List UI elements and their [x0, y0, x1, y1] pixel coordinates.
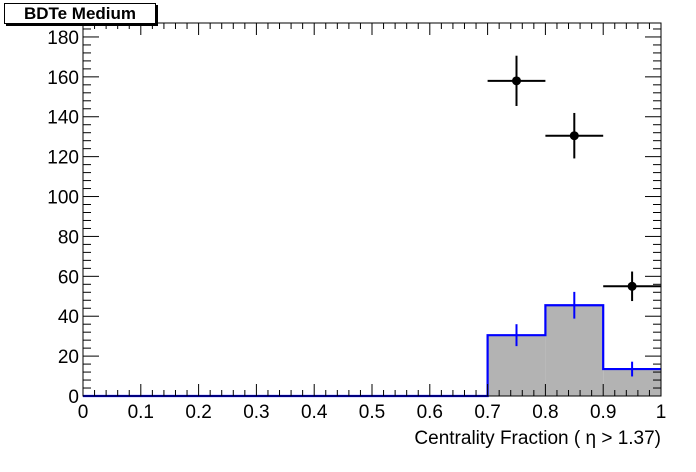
axis-ticks — [82, 23, 662, 397]
y-tick-label: 180 — [47, 28, 79, 49]
x-tick-label: 0.6 — [417, 402, 443, 423]
y-tick-label: 80 — [58, 227, 79, 248]
x-tick-label: 0.4 — [301, 402, 328, 423]
y-tick-label: 0 — [68, 387, 79, 408]
tick-labels: 0 0.1 0.2 0.3 0.4 0.5 0.6 0.7 0.8 0.9 1 0 20 40 60 80 10… — [47, 28, 666, 423]
x-tick-label: 0.9 — [590, 402, 616, 423]
x-tick-label: 1 — [656, 402, 667, 423]
y-tick-label: 120 — [47, 148, 79, 169]
chart-title: BDTe Medium — [4, 3, 156, 24]
histogram-bar-8 — [545, 305, 604, 396]
x-tick-label: 0.7 — [474, 402, 500, 423]
x-tick-label: 0.5 — [359, 402, 385, 423]
histogram-layer — [83, 291, 661, 398]
y-tick-label: 60 — [58, 267, 79, 288]
y-tick-label: 40 — [58, 307, 79, 328]
data-point-1 — [569, 131, 579, 141]
y-tick-label: 100 — [47, 188, 79, 209]
x-tick-label: 0.2 — [185, 402, 211, 423]
x-tick-label: 0 — [78, 402, 89, 423]
y-tick-label: 20 — [58, 347, 79, 368]
x-tick-label: 0.1 — [128, 402, 154, 423]
x-tick-label: 0.3 — [243, 402, 269, 423]
data-points-layer — [487, 55, 661, 302]
x-axis-label: Centrality Fraction ( η > 1.37) — [414, 428, 661, 449]
y-tick-label: 140 — [47, 108, 79, 129]
data-point-2 — [627, 281, 637, 291]
data-point-0 — [512, 76, 521, 86]
y-tick-label: 160 — [47, 68, 79, 89]
x-tick-label: 0.8 — [532, 402, 558, 423]
